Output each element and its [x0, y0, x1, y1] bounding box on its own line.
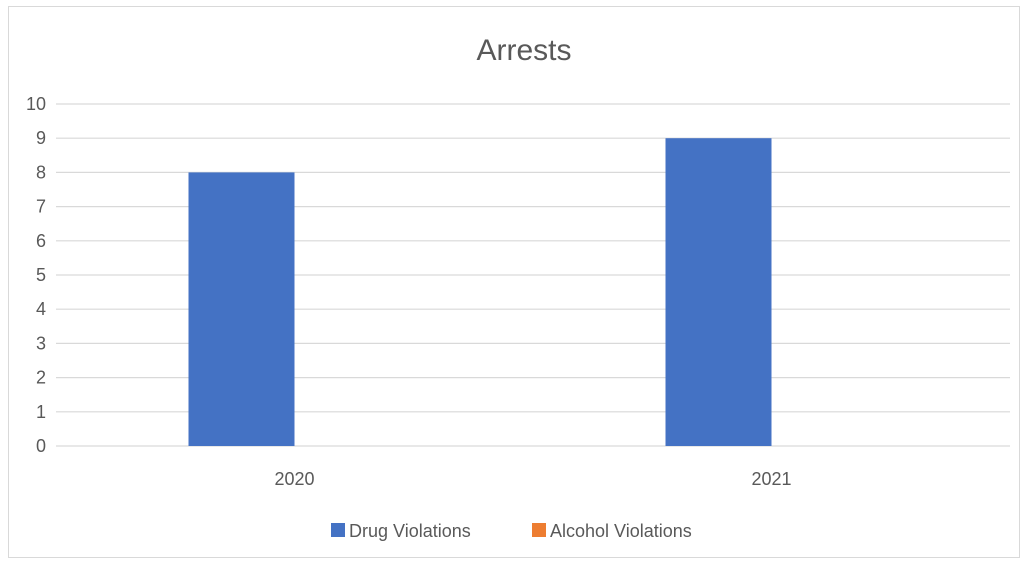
- legend-swatch: [331, 523, 345, 537]
- legend-label: Alcohol Violations: [550, 521, 692, 541]
- x-axis-ticks: 2020 2021: [274, 469, 791, 489]
- y-tick-label: 7: [36, 197, 46, 217]
- y-tick-label: 0: [36, 436, 46, 456]
- x-tick-label: 2021: [751, 469, 791, 489]
- chart-title: Arrests: [476, 34, 571, 67]
- y-tick-label: 9: [36, 128, 46, 148]
- legend-swatch: [532, 523, 546, 537]
- y-axis-ticks: 0 1 2 3 4 5 6 7 8 9 10: [26, 94, 46, 456]
- bar-drug-violations-2021: [665, 138, 772, 446]
- y-tick-label: 3: [36, 333, 46, 353]
- y-tick-label: 2: [36, 368, 46, 388]
- legend: Drug Violations Alcohol Violations: [331, 521, 692, 541]
- bars: [188, 138, 772, 446]
- chart-frame: [8, 6, 1020, 558]
- y-tick-label: 6: [36, 231, 46, 251]
- y-tick-label: 4: [36, 299, 46, 319]
- x-tick-label: 2020: [274, 469, 314, 489]
- y-tick-label: 8: [36, 162, 46, 182]
- y-tick-label: 5: [36, 265, 46, 285]
- bar-drug-violations-2020: [188, 172, 295, 446]
- y-tick-label: 1: [36, 402, 46, 422]
- legend-label: Drug Violations: [349, 521, 471, 541]
- y-tick-label: 10: [26, 94, 46, 114]
